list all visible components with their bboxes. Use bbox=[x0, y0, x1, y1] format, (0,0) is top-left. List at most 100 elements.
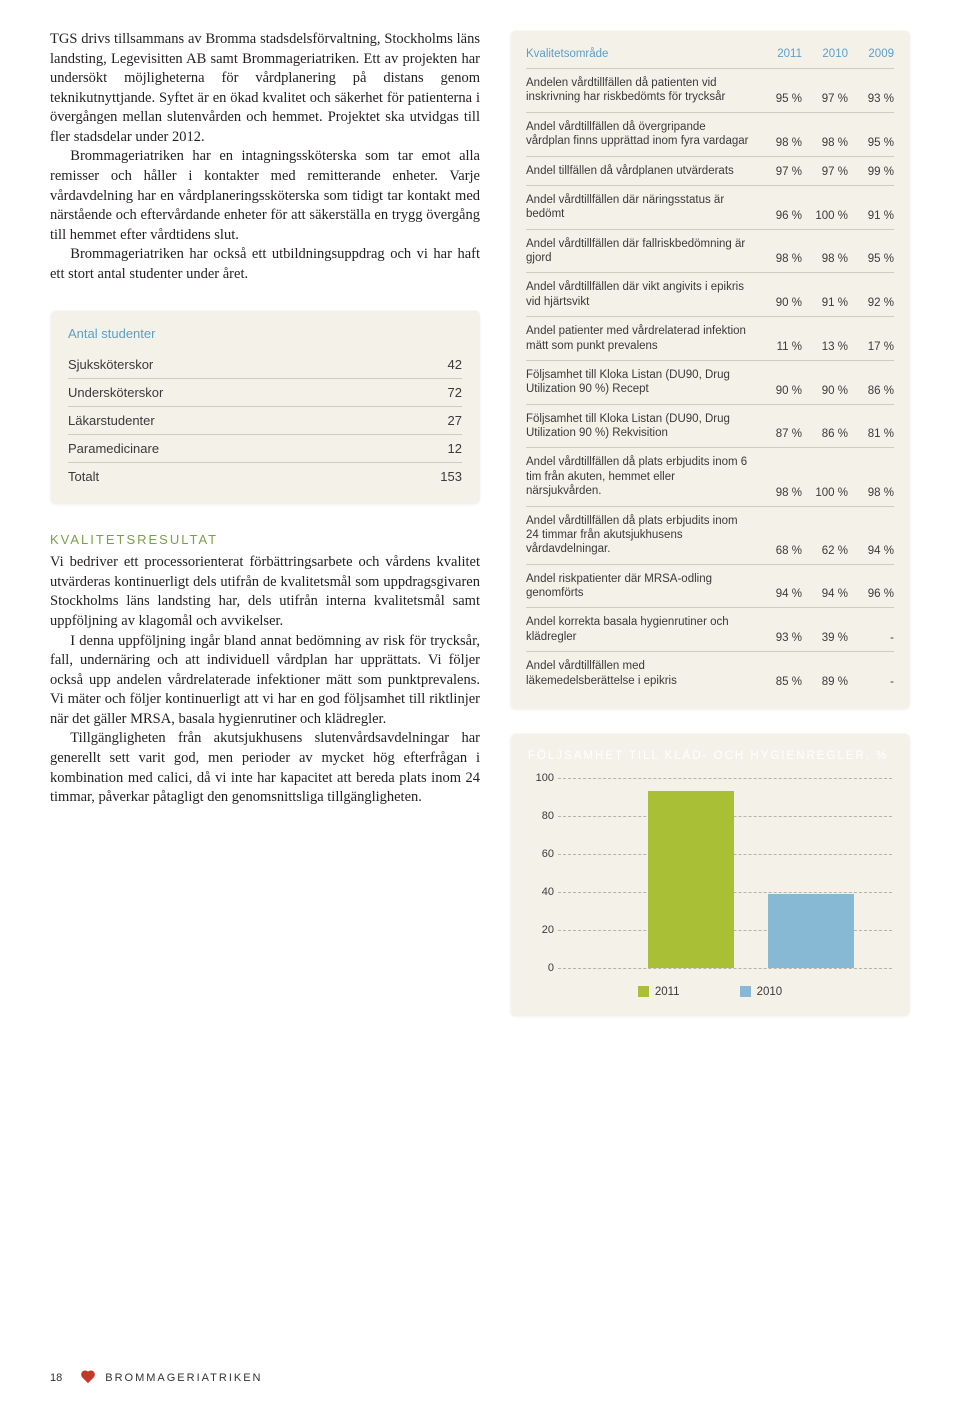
cell: 92 % bbox=[848, 273, 894, 317]
table-row: Läkarstudenter27 bbox=[68, 407, 462, 435]
table-row: Andelen vårdtillfällen då patienten vid … bbox=[526, 69, 894, 113]
cell: 42 bbox=[402, 351, 462, 379]
cell: 39 % bbox=[802, 608, 848, 652]
table-row: Totalt153 bbox=[68, 463, 462, 491]
cell: 97 % bbox=[756, 156, 802, 185]
cell: 95 % bbox=[756, 69, 802, 113]
cell: 100 % bbox=[802, 448, 848, 506]
table-row: Andel vårdtillfällen då plats erbjudits … bbox=[526, 506, 894, 564]
page-number: 18 bbox=[50, 1372, 62, 1384]
cell: 91 % bbox=[802, 273, 848, 317]
cell: 86 % bbox=[848, 360, 894, 404]
table-row: Följsamhet till Kloka Listan (DU90, Drug… bbox=[526, 404, 894, 448]
legend-item: 2010 bbox=[740, 986, 783, 998]
y-axis-label: 0 bbox=[528, 962, 554, 974]
page: TGS drivs tillsammans av Bromma stadsdel… bbox=[50, 30, 910, 1016]
cell: 93 % bbox=[756, 608, 802, 652]
header-cell: 2011 bbox=[756, 44, 802, 69]
cell: 98 % bbox=[756, 112, 802, 156]
table-row: Sjuksköterskor42 bbox=[68, 351, 462, 379]
cell: 87 % bbox=[756, 404, 802, 448]
cell: 68 % bbox=[756, 506, 802, 564]
cell: 95 % bbox=[848, 112, 894, 156]
y-axis-label: 100 bbox=[528, 772, 554, 784]
cell: 90 % bbox=[756, 273, 802, 317]
gridline bbox=[558, 968, 892, 969]
cell: - bbox=[848, 652, 894, 695]
cell: 86 % bbox=[802, 404, 848, 448]
table-row: Andel vårdtillfällen där näringsstatus ä… bbox=[526, 185, 894, 229]
body-text-block: Vi bedriver ett processorienterat förbät… bbox=[50, 553, 480, 807]
cell: 98 % bbox=[756, 229, 802, 273]
cell: Andel vårdtillfällen med läkemedelsberät… bbox=[526, 652, 756, 695]
legend-item: 2011 bbox=[638, 986, 680, 998]
cell: Andel vårdtillfällen då plats erbjudits … bbox=[526, 448, 756, 506]
cell: Andel vårdtillfällen då övergripande vår… bbox=[526, 112, 756, 156]
cell: 89 % bbox=[802, 652, 848, 695]
paragraph: Brommageriatriken har en intagningssköte… bbox=[50, 147, 480, 245]
cell: 17 % bbox=[848, 317, 894, 361]
cell: 11 % bbox=[756, 317, 802, 361]
y-axis-label: 60 bbox=[528, 848, 554, 860]
cell: Andel korrekta basala hygienrutiner och … bbox=[526, 608, 756, 652]
cell: 98 % bbox=[848, 448, 894, 506]
cell: Andel patienter med vårdrelaterad infekt… bbox=[526, 317, 756, 361]
header-cell: Kvalitetsområde bbox=[526, 44, 756, 69]
body-text-block: TGS drivs tillsammans av Bromma stadsdel… bbox=[50, 30, 480, 284]
paragraph: Brommageriatriken har också ett utbildni… bbox=[50, 245, 480, 284]
cell: - bbox=[848, 608, 894, 652]
table-row: Andel vårdtillfällen med läkemedelsberät… bbox=[526, 652, 894, 695]
legend-swatch bbox=[740, 986, 751, 997]
table-row: Andel vårdtillfällen där fallriskbedömni… bbox=[526, 229, 894, 273]
cell: 91 % bbox=[848, 185, 894, 229]
cell: Följsamhet till Kloka Listan (DU90, Drug… bbox=[526, 360, 756, 404]
table-row: Följsamhet till Kloka Listan (DU90, Drug… bbox=[526, 360, 894, 404]
cell: 94 % bbox=[848, 506, 894, 564]
left-column: TGS drivs tillsammans av Bromma stadsdel… bbox=[50, 30, 480, 1016]
cell: 153 bbox=[402, 463, 462, 491]
chart-bar bbox=[648, 791, 734, 968]
table-row: Undersköterskor72 bbox=[68, 379, 462, 407]
cell: 100 % bbox=[802, 185, 848, 229]
table-row: Andel vårdtillfällen då plats erbjudits … bbox=[526, 448, 894, 506]
cell: 12 bbox=[402, 435, 462, 463]
legend-label: 2011 bbox=[655, 986, 680, 998]
table-row: Andel vårdtillfällen då övergripande vår… bbox=[526, 112, 894, 156]
table-row: Andel korrekta basala hygienrutiner och … bbox=[526, 608, 894, 652]
cell: Totalt bbox=[68, 463, 402, 491]
cell: Andel vårdtillfällen där vikt angivits i… bbox=[526, 273, 756, 317]
chart-area: 020406080100 bbox=[558, 778, 892, 968]
cell: Sjuksköterskor bbox=[68, 351, 402, 379]
cell: 93 % bbox=[848, 69, 894, 113]
table-row: Andel patienter med vårdrelaterad infekt… bbox=[526, 317, 894, 361]
cell: 13 % bbox=[802, 317, 848, 361]
chart-legend: 2011 2010 bbox=[528, 986, 892, 998]
cell: 90 % bbox=[802, 360, 848, 404]
cell: 96 % bbox=[756, 185, 802, 229]
student-table: Sjuksköterskor42 Undersköterskor72 Läkar… bbox=[68, 351, 462, 490]
cell: 90 % bbox=[756, 360, 802, 404]
table-header-row: Kvalitetsområde 2011 2010 2009 bbox=[526, 44, 894, 69]
table-row: Andel tillfällen då vårdplanen utvärdera… bbox=[526, 156, 894, 185]
cell: Andel vårdtillfällen då plats erbjudits … bbox=[526, 506, 756, 564]
chart-box: FÖLJSAMHET TILL KLÄD- OCH HYGIENREGLER, … bbox=[510, 733, 910, 1016]
y-axis-label: 40 bbox=[528, 886, 554, 898]
cell: 96 % bbox=[848, 564, 894, 608]
cell: 98 % bbox=[756, 448, 802, 506]
legend-swatch bbox=[638, 986, 649, 997]
cell: 99 % bbox=[848, 156, 894, 185]
table-row: Andel riskpatienter där MRSA-odling geno… bbox=[526, 564, 894, 608]
student-table-box: Antal studenter Sjuksköterskor42 Undersk… bbox=[50, 310, 480, 504]
cell: 98 % bbox=[802, 112, 848, 156]
cell: 85 % bbox=[756, 652, 802, 695]
table-row: Andel vårdtillfällen där vikt angivits i… bbox=[526, 273, 894, 317]
cell: Undersköterskor bbox=[68, 379, 402, 407]
cell: Andel tillfällen då vårdplanen utvärdera… bbox=[526, 156, 756, 185]
cell: 97 % bbox=[802, 69, 848, 113]
cell: 97 % bbox=[802, 156, 848, 185]
cell: Andelen vårdtillfällen då patienten vid … bbox=[526, 69, 756, 113]
cell: Andel vårdtillfällen där fallriskbedömni… bbox=[526, 229, 756, 273]
header-cell: 2010 bbox=[802, 44, 848, 69]
legend-label: 2010 bbox=[757, 986, 783, 998]
chart-title: FÖLJSAMHET TILL KLÄD- OCH HYGIENREGLER, … bbox=[528, 749, 892, 764]
